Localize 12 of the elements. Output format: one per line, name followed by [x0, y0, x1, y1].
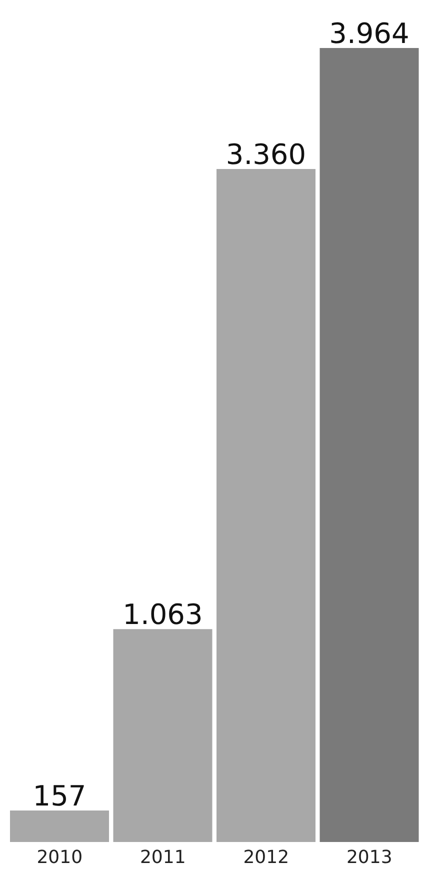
data-label: 157: [32, 780, 86, 813]
bar: [320, 48, 419, 842]
bar: [113, 629, 212, 842]
data-label: 1.063: [122, 598, 203, 632]
bar: [216, 168, 316, 842]
data-label: 3.360: [226, 138, 306, 171]
x-tick-label: 2013: [346, 846, 392, 868]
data-label: 3.964: [329, 17, 410, 50]
x-tick-label: 2010: [36, 846, 83, 868]
x-tick-label: 2012: [243, 846, 290, 868]
x-tick-label: 2011: [140, 846, 186, 868]
bar: [10, 810, 109, 842]
